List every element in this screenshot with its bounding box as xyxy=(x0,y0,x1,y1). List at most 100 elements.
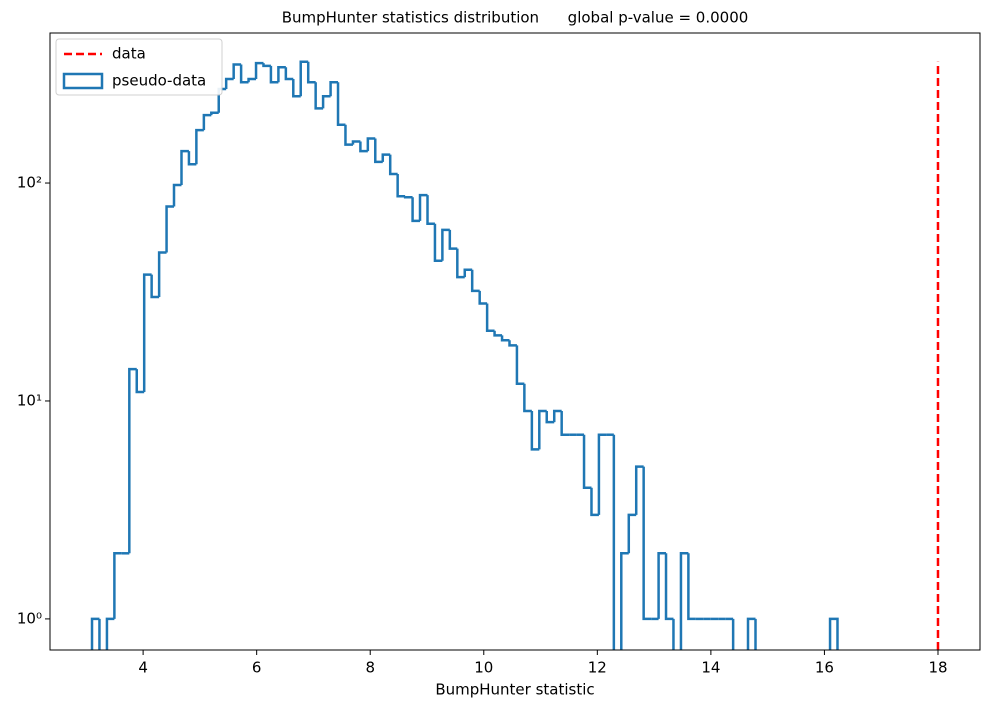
chart-title: BumpHunter statistics distribution globa… xyxy=(282,9,749,27)
histogram-step xyxy=(687,553,696,621)
histogram-step xyxy=(113,552,122,619)
histogram-step xyxy=(128,367,137,554)
histogram-step xyxy=(463,268,473,278)
histogram-step xyxy=(195,128,204,165)
x-tick-label: 16 xyxy=(815,659,834,677)
histogram-step xyxy=(433,223,443,262)
histogram-step xyxy=(351,140,361,145)
legend-label: data xyxy=(112,45,146,63)
histogram-step xyxy=(441,228,450,261)
histogram-step xyxy=(284,67,294,81)
histogram-step xyxy=(612,434,616,650)
x-tick-label: 8 xyxy=(365,659,375,677)
x-tick-label: 12 xyxy=(588,659,607,677)
histogram-step xyxy=(314,82,324,110)
histogram-step xyxy=(202,113,212,131)
histogram-step xyxy=(150,274,160,299)
histogram-step xyxy=(165,205,174,253)
histogram-step xyxy=(493,330,503,337)
x-tick-label: 14 xyxy=(701,659,720,677)
histogram-step xyxy=(530,410,540,451)
histogram-step xyxy=(418,193,428,221)
histogram-step xyxy=(403,196,413,199)
histogram-step xyxy=(746,617,756,650)
histogram-step xyxy=(448,229,458,250)
histogram-step xyxy=(374,138,383,164)
histogram-step xyxy=(381,153,391,162)
histogram-step xyxy=(500,335,510,342)
histogram-step xyxy=(232,63,242,80)
histogram-step xyxy=(672,618,675,650)
x-tick-label: 10 xyxy=(474,659,493,677)
histogram-step xyxy=(329,81,339,97)
histogram-step xyxy=(679,552,689,650)
histogram-step xyxy=(299,60,309,97)
histogram-step xyxy=(754,618,757,650)
histogram-step xyxy=(224,77,234,90)
histogram-step xyxy=(292,79,301,98)
histogram-step xyxy=(538,409,547,450)
histogram-step xyxy=(396,174,406,198)
histogram-step xyxy=(590,487,599,517)
histogram-step xyxy=(597,433,607,515)
histogram-step xyxy=(321,95,331,109)
histogram-step xyxy=(90,617,100,650)
histogram-step xyxy=(187,151,197,166)
histogram-step xyxy=(210,111,219,116)
histogram-step xyxy=(142,273,152,392)
histogram-step xyxy=(828,617,839,650)
axes-frame xyxy=(49,32,981,651)
histogram-step xyxy=(172,183,182,207)
histogram-step xyxy=(627,513,637,554)
legend-box xyxy=(55,38,223,96)
histogram-step xyxy=(515,345,525,385)
histogram-step xyxy=(336,82,346,127)
y-tick-label: 10¹ xyxy=(17,391,42,409)
histogram-step xyxy=(344,124,353,146)
histogram-step xyxy=(545,410,555,424)
histogram-step xyxy=(485,303,495,332)
x-tick-label: 4 xyxy=(138,659,148,677)
y-tick-label: 10⁰ xyxy=(17,609,42,627)
histogram-step xyxy=(157,251,167,297)
histogram-step xyxy=(269,65,279,84)
histogram-step xyxy=(478,290,488,305)
histogram-step xyxy=(620,552,629,650)
histogram-step xyxy=(560,410,570,436)
x-tick-label: 6 xyxy=(252,659,262,677)
y-tick-label: 10² xyxy=(17,174,42,192)
histogram-step xyxy=(247,77,257,83)
histogram-step xyxy=(306,61,316,84)
histogram-step xyxy=(508,340,517,347)
histogram-step xyxy=(180,149,189,185)
histogram-step xyxy=(105,617,115,650)
histogram-step xyxy=(456,248,465,279)
histogram-step xyxy=(582,434,592,489)
histogram-step xyxy=(135,369,145,394)
histogram-step xyxy=(657,552,667,619)
histogram-step xyxy=(634,465,644,515)
histogram-step xyxy=(359,141,368,153)
histogram-step xyxy=(470,269,480,293)
histogram-step xyxy=(642,466,652,621)
histogram-step xyxy=(366,137,376,152)
x-tick-label: 18 xyxy=(928,659,947,677)
histogram-step xyxy=(523,383,532,413)
plot-area xyxy=(90,60,940,650)
legend-label: pseudo-data xyxy=(112,72,206,90)
histogram-step xyxy=(664,553,674,621)
histogram-step xyxy=(731,618,735,650)
legend-swatch xyxy=(62,72,104,90)
histogram-step xyxy=(262,63,271,68)
histogram-step xyxy=(239,64,249,84)
histogram-step xyxy=(98,618,101,650)
histogram-step xyxy=(426,195,435,226)
histogram-step xyxy=(552,409,562,423)
histogram-step xyxy=(388,154,398,176)
histogram-step xyxy=(254,61,264,80)
x-axis-label: BumpHunter statistic xyxy=(435,681,594,699)
histogram-step xyxy=(277,65,286,83)
histogram-step xyxy=(411,197,421,223)
